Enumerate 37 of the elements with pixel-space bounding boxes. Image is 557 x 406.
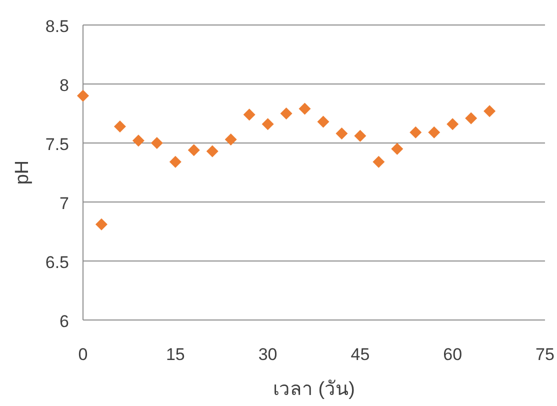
point (354, 130, 366, 142)
point (280, 108, 292, 120)
x-tick-label: 60 (443, 345, 462, 364)
x-tick-label: 0 (78, 345, 88, 364)
y-tick-label: 7 (60, 194, 69, 213)
point (317, 116, 330, 128)
point (484, 105, 496, 118)
point (150, 137, 163, 149)
y-tick-label: 8.5 (45, 17, 69, 36)
point (465, 112, 478, 124)
point (336, 128, 348, 140)
point (77, 90, 89, 102)
y-tick-label: 7.5 (45, 135, 69, 154)
point (262, 118, 274, 130)
point (298, 102, 311, 115)
point (428, 126, 440, 138)
y-axis-title: pH (12, 160, 33, 185)
y-tick-label: 6 (60, 312, 69, 331)
x-tick-label: 30 (258, 345, 278, 364)
point (188, 144, 200, 156)
y-tick-label: 8 (60, 76, 69, 95)
x-tick-label: 15 (166, 345, 185, 364)
y-tick-label: 6.5 (45, 253, 69, 272)
point (95, 218, 108, 230)
x-tick-label: 45 (350, 345, 370, 364)
point (169, 156, 182, 168)
point (224, 133, 237, 146)
point (206, 145, 218, 158)
x-tick-label: 75 (536, 345, 554, 364)
point (114, 120, 126, 132)
point (410, 126, 422, 138)
x-axis-title: เวลา (วัน) (273, 379, 355, 400)
point (372, 156, 385, 168)
point (391, 142, 404, 155)
point (132, 134, 144, 147)
point (243, 108, 256, 121)
point (446, 118, 459, 130)
